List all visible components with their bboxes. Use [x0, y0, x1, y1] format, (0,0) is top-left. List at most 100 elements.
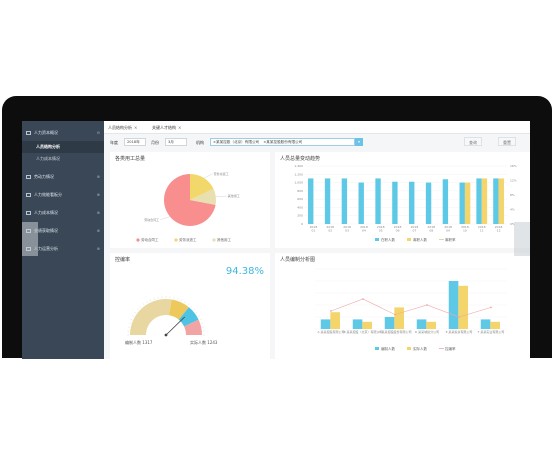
pie-callout-label: 其他用工	[228, 193, 240, 198]
trend-bar	[476, 178, 482, 224]
legend-swatch	[375, 347, 379, 350]
org-chip[interactable]: ×某某控股（北京）有限公司	[213, 140, 260, 144]
year-select[interactable]: 2018年	[124, 138, 146, 146]
x-tick-label: 03	[345, 229, 349, 233]
sidebar: 人力资本概况 ⊖ 人员结构分析 人力成本情况 劳动力情况 ⊕ 人力效能看板分 ⊕…	[22, 121, 104, 359]
x-tick-label: 2018	[310, 225, 318, 229]
tab-key-talent[interactable]: 关键人才结构 ×	[152, 125, 182, 130]
budget-rate-point	[426, 304, 428, 306]
chevron-icon: ⊕	[96, 228, 100, 233]
gauge-tick	[134, 311, 137, 314]
y2-tick-label: 4%	[510, 208, 515, 212]
y2-tick-label: 8%	[510, 193, 515, 197]
budget-bar	[458, 285, 468, 329]
trend-bar	[498, 178, 504, 224]
y-tick-label: 400	[297, 205, 303, 209]
x-tick-label: 05	[379, 229, 383, 233]
carousel-next-button[interactable]	[514, 222, 530, 256]
trend-bar	[341, 178, 348, 224]
gauge-tick	[150, 299, 152, 302]
legend-label: 劳动合同工	[141, 237, 159, 242]
sidebar-subitem-structure[interactable]: 人员结构分析	[22, 141, 104, 153]
budget-rate-point	[394, 313, 396, 316]
x-tick-label: 09	[446, 229, 450, 233]
trend-bar	[425, 182, 432, 224]
gauge-chart	[127, 296, 205, 337]
carousel-prev-button[interactable]	[22, 222, 38, 256]
gauge-panel: 控编率 94.38% 编制人数 1317 实际人数 1243	[110, 253, 270, 359]
legend-label: 离职率	[445, 237, 456, 242]
month-select[interactable]: 3月	[165, 138, 187, 146]
trend-bar	[493, 178, 499, 224]
chevron-icon: ⊕	[96, 210, 100, 215]
sidebar-item-capital[interactable]: 人力资本概况 ⊖	[22, 125, 104, 141]
actual-count-label: 实际人数 1243	[190, 340, 218, 345]
trend-icon	[26, 193, 31, 197]
legend-swatch	[407, 238, 411, 241]
close-icon[interactable]: ×	[134, 125, 138, 130]
app-screen: 人力资本概况 ⊖ 人员结构分析 人力成本情况 劳动力情况 ⊕ 人力效能看板分 ⊕…	[22, 121, 530, 359]
y-tick-label: 1,000	[294, 181, 303, 185]
sidebar-item-cost[interactable]: 人力成本情况 ⊕	[22, 205, 104, 221]
sidebar-item-efficiency[interactable]: 人力效能看板分 ⊕	[22, 187, 104, 203]
chart-icon	[26, 175, 31, 179]
x-tick-label: D 某某城投分公司	[415, 329, 439, 334]
pie-callout-label: 劳动合同工	[144, 217, 159, 222]
panel-title: 各类用工总量	[115, 156, 146, 162]
budget-bar	[426, 321, 436, 329]
budget-bar	[362, 321, 372, 329]
legend-label: 离职人数	[413, 237, 427, 242]
gauge-tick	[180, 299, 182, 302]
sidebar-subitem-cost[interactable]: 人力成本情况	[36, 156, 60, 161]
sidebar-item-label: 人力资本概况	[34, 130, 58, 135]
x-tick-label: 2018	[495, 225, 503, 229]
panel-title: 控编率	[115, 257, 131, 263]
chevron-icon: ⊕	[96, 174, 100, 179]
gauge-tick	[132, 315, 135, 317]
x-tick-label: 02	[328, 229, 332, 233]
y2-tick-label: 16%	[510, 164, 517, 168]
chevron-icon: ⊕	[96, 246, 100, 251]
tab-bar: 人员结构分析 × 关键人才结构 ×	[104, 121, 530, 134]
gauge-segment	[184, 319, 202, 335]
trend-bar	[358, 182, 364, 224]
org-picker-button[interactable]: ▾	[355, 138, 363, 146]
gauge-tick	[190, 305, 193, 308]
panel-title: 人员总量变动趋势	[280, 156, 321, 162]
y-tick-label: 200	[297, 214, 303, 218]
gauge-tick	[130, 319, 133, 321]
trend-bar	[308, 178, 314, 224]
org-select[interactable]: ×某某控股（北京）有限公司 ×某某控股股份有限公司	[210, 138, 355, 146]
x-tick-label: 2018	[478, 225, 486, 229]
org-chip[interactable]: ×某某控股股份有限公司	[263, 140, 303, 144]
sidebar-item-labor[interactable]: 劳动力情况 ⊕	[22, 169, 104, 185]
chevron-icon: ⊕	[96, 192, 100, 197]
x-tick-label: 2018	[461, 225, 469, 229]
query-button[interactable]: 查询	[464, 137, 482, 146]
x-tick-label: 2018	[411, 225, 419, 229]
gauge-segment	[178, 307, 199, 327]
budget-bar	[448, 281, 459, 329]
y-tick-label: 0	[301, 222, 303, 226]
control-rate-value: 94.38%	[225, 266, 264, 277]
gauge-segment	[169, 299, 189, 320]
x-tick-label: 2018	[343, 225, 351, 229]
legend-label: 其他用工	[217, 237, 231, 242]
budget-rate-point	[362, 298, 364, 300]
legend-swatch	[136, 238, 140, 242]
x-tick-label: 2018	[326, 225, 334, 229]
x-tick-label: F 某某实业有限公司	[478, 329, 505, 334]
close-icon[interactable]: ×	[178, 125, 182, 130]
y2-tick-label: 0%	[510, 222, 515, 226]
pie-panel: 各类用工总量 劳动合同工 劳务派遣工 其他用工 劳动合同工 劳务派遣工 其他用工	[110, 152, 270, 248]
gauge-segment	[130, 299, 172, 335]
x-tick-label: 10	[463, 229, 467, 233]
budget-count-label: 编制人数 1317	[125, 340, 153, 345]
tab-structure[interactable]: 人员结构分析 ×	[108, 125, 138, 130]
reset-button[interactable]: 重置	[498, 137, 516, 146]
x-tick-label: E 某某投资有限公司	[446, 329, 473, 334]
gauge-tick	[128, 322, 131, 324]
trend-bar	[409, 181, 415, 224]
